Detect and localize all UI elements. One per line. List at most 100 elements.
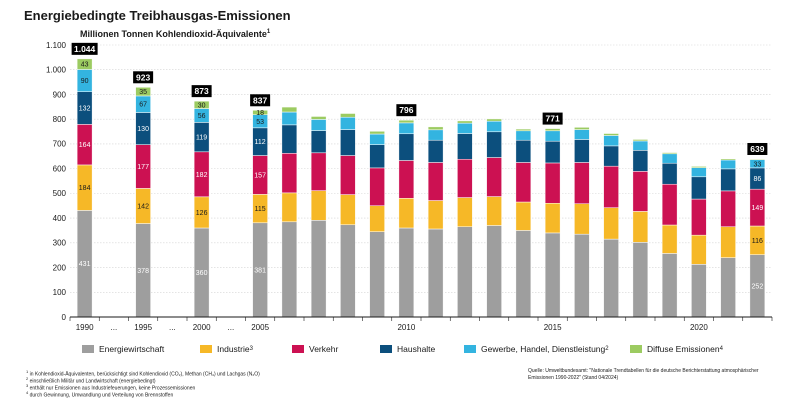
- legend-label: Industrie: [217, 344, 250, 354]
- segment-label: 90: [81, 78, 89, 85]
- bar-segment-2017-1: [603, 207, 619, 240]
- bar-segment-2017-4: [603, 135, 619, 147]
- bar-segment-2017-5: [603, 133, 619, 136]
- bar-segment-2021-4: [720, 159, 736, 170]
- legend-label-sup: 4: [719, 346, 723, 352]
- total-label-box: [71, 42, 98, 55]
- bar-segment-2021-1: [720, 226, 736, 258]
- bar-segment-2015-5: [544, 128, 561, 132]
- bar-segment-2019-2: [661, 183, 678, 226]
- bar-segment-1990-5: [76, 58, 93, 70]
- total-label: 771: [546, 114, 560, 124]
- bar-segment-2011-2: [427, 162, 444, 201]
- bar-segment-2009-3: [369, 144, 385, 169]
- y-tick-label: 500: [53, 189, 67, 198]
- bar-segment-1995-5: [135, 87, 151, 97]
- y-tick-label: 700: [53, 140, 67, 149]
- bar-segment-2017-2: [603, 165, 619, 208]
- bar-segment-2011-0: [427, 228, 444, 318]
- legend-item: Diffuse Emissionen 4: [630, 343, 723, 355]
- bar-segment-2010-4: [398, 122, 415, 135]
- x-axis-ellipsis: ...: [228, 323, 235, 332]
- bar-segment-2014-0: [515, 230, 532, 318]
- bar-segment-2015-0: [544, 232, 561, 318]
- segment-label: 33: [753, 161, 761, 168]
- legend-swatch: [292, 345, 304, 353]
- bar-segment-2015-4: [544, 130, 561, 142]
- bar-segment-2018-0: [632, 242, 649, 318]
- bar-segment-2008-4: [340, 116, 356, 130]
- segment-label: 53: [256, 119, 264, 126]
- y-tick-label: 900: [53, 90, 67, 99]
- segment-label: 177: [137, 164, 149, 171]
- total-label-box: [542, 112, 563, 125]
- bar-segment-2014-4: [515, 130, 532, 141]
- bar-segment-2012-2: [457, 158, 473, 198]
- x-tick-label: 2005: [251, 323, 269, 332]
- y-tick-label: 800: [53, 115, 67, 124]
- bar-segment-2019-5: [661, 152, 678, 155]
- segment-label: 132: [79, 106, 91, 113]
- bar-segment-2006-4: [281, 111, 298, 126]
- source-note: Quelle: Umweltbundesamt: "Nationale Tren…: [528, 368, 778, 382]
- y-tick-label: 1.000: [46, 66, 67, 75]
- y-tick-label: 600: [53, 164, 67, 173]
- bar-segment-2008-5: [340, 113, 356, 118]
- legend-label-sup: 3: [249, 346, 253, 352]
- y-tick-label: 100: [53, 288, 67, 297]
- bar-segment-2000-5: [193, 100, 210, 109]
- total-label-box: [250, 94, 271, 107]
- x-axis-ellipsis: ...: [111, 323, 118, 332]
- legend-swatch: [82, 345, 94, 353]
- bar-segment-2012-1: [457, 197, 473, 227]
- segment-label: 56: [198, 113, 206, 120]
- bar-segment-2016-4: [574, 129, 590, 140]
- segment-label: 86: [753, 176, 761, 183]
- y-tick-label: 0: [62, 313, 67, 322]
- bar-segment-2016-3: [574, 139, 590, 163]
- bar-segment-2015-1: [544, 203, 561, 234]
- legend-label-sup: 2: [605, 346, 609, 352]
- bar-segment-2020-2: [691, 198, 707, 236]
- x-tick-label: 2015: [544, 323, 562, 332]
- total-label: 639: [750, 144, 764, 154]
- bar-segment-2006-3: [281, 124, 298, 154]
- segment-label: 252: [752, 283, 764, 290]
- legend-label: Verkehr: [309, 344, 339, 354]
- bar-segment-2016-5: [574, 127, 590, 130]
- bar-segment-2018-3: [632, 150, 649, 172]
- bar-segment-2007-1: [310, 190, 327, 221]
- segment-label: 126: [196, 210, 208, 217]
- bar-segment-2014-5: [515, 128, 532, 132]
- bar-segment-2008-1: [340, 194, 356, 226]
- segment-label: 119: [196, 135, 207, 142]
- bar-segment-2010-0: [398, 227, 415, 318]
- y-tick-label: 1.100: [46, 41, 67, 50]
- bar-segment-2009-2: [369, 167, 385, 206]
- legend-swatch: [630, 345, 642, 353]
- segment-label: 360: [196, 270, 208, 277]
- total-label-box: [396, 104, 417, 117]
- total-label: 1.044: [74, 44, 96, 54]
- y-axis-label: Millionen Tonnen Kohlendioxid-Äquivalent…: [80, 29, 270, 39]
- bar-segment-2020-4: [691, 167, 707, 178]
- bar-segment-2011-5: [427, 126, 444, 131]
- bar-segment-2006-2: [281, 153, 298, 194]
- bar-segment-2021-3: [720, 168, 736, 192]
- total-label-box: [191, 85, 212, 98]
- source-line-1: Quelle: Umweltbundesamt: "Nationale Tren…: [528, 368, 759, 374]
- bar-segment-2017-0: [603, 238, 619, 318]
- bar-segment-2011-1: [427, 200, 444, 230]
- bar-segment-2012-0: [457, 226, 473, 318]
- segment-label: 67: [139, 102, 147, 109]
- legend-label: Gewerbe, Handel, Dienstleistung: [481, 344, 606, 354]
- segment-label: 378: [137, 268, 149, 275]
- bar-segment-2018-2: [632, 171, 649, 212]
- total-label: 923: [136, 72, 150, 82]
- segment-label: 184: [79, 185, 91, 192]
- bar-segment-2009-1: [369, 205, 385, 232]
- bar-segment-2008-3: [340, 129, 356, 156]
- x-tick-label: 1990: [76, 323, 94, 332]
- segment-label: 115: [255, 206, 266, 213]
- bar-segment-2020-0: [691, 264, 707, 318]
